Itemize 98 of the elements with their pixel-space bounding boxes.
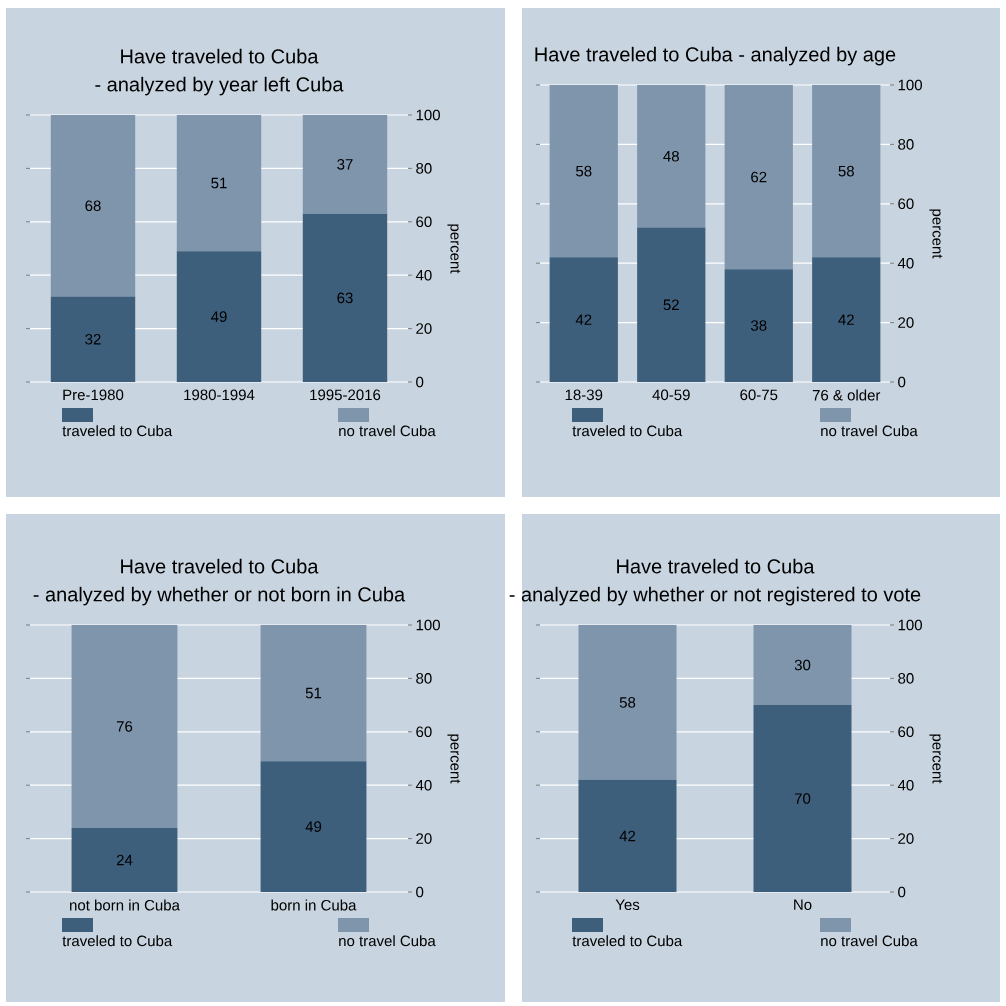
data-label: 68 <box>85 200 101 212</box>
x-tick-label: not born in Cuba <box>70 899 180 911</box>
legend-label: no travel Cuba <box>821 935 918 947</box>
y-tick-label: 100 <box>416 109 440 121</box>
bar <box>724 84 793 270</box>
data-label: 51 <box>305 687 322 699</box>
data-label: 32 <box>85 333 101 345</box>
data-label: 52 <box>663 299 679 311</box>
x-tick-label: 60-75 <box>740 389 778 401</box>
data-label: 42 <box>575 314 592 325</box>
y-axis-title: percent <box>447 734 461 784</box>
bar <box>753 705 852 892</box>
y-tick-label: 40 <box>897 779 914 791</box>
y-tick-label: 0 <box>898 886 906 898</box>
y-tick-label: 60 <box>898 198 914 210</box>
chart-subtitle: - analyzed by year left Cuba <box>95 76 344 96</box>
bar <box>637 84 706 228</box>
y-axis-title: percent <box>929 734 943 784</box>
y-tick-label: 100 <box>898 619 922 631</box>
x-tick-label: Yes <box>615 899 640 910</box>
data-label: 58 <box>838 165 854 177</box>
chart-title: Have traveled to Cuba - analyzed by age <box>535 46 896 66</box>
y-tick-label: 80 <box>416 163 432 174</box>
bar <box>50 114 136 297</box>
bar <box>578 625 677 780</box>
x-tick-label: 18-39 <box>565 389 603 401</box>
y-tick-label: 0 <box>898 376 906 388</box>
data-label: 76 <box>116 721 133 732</box>
y-tick-label: 40 <box>415 269 432 281</box>
y-tick-label: 20 <box>416 833 432 844</box>
data-label: 58 <box>576 165 592 177</box>
data-label: 49 <box>305 821 322 832</box>
data-label: 30 <box>794 659 811 671</box>
data-label: 58 <box>619 697 636 708</box>
bar <box>302 213 388 382</box>
bar <box>812 257 881 382</box>
legend-label: no travel Cuba <box>339 425 436 437</box>
legend-label: no travel Cuba <box>821 425 918 437</box>
bar <box>578 779 677 892</box>
data-label: 24 <box>116 854 133 866</box>
x-tick-label: 1980-1994 <box>184 389 255 401</box>
y-axis-title: percent <box>447 224 461 274</box>
x-tick-label: 1995-2016 <box>310 389 381 401</box>
bar <box>71 625 178 828</box>
data-label: 37 <box>337 159 353 170</box>
chart-subtitle: - analyzed by whether or not registered to vote <box>509 586 921 606</box>
y-tick-label: 60 <box>416 216 432 228</box>
data-label: 63 <box>337 292 353 304</box>
chart-subtitle: - analyzed by whether or not born in Cuba <box>33 586 406 606</box>
legend-label: no travel Cuba <box>339 935 436 947</box>
y-tick-label: 80 <box>898 673 914 684</box>
y-tick-label: 60 <box>416 726 432 738</box>
bar <box>812 84 881 258</box>
data-label: 48 <box>663 150 679 162</box>
y-tick-label: 20 <box>898 833 914 844</box>
x-tick-label: 40-59 <box>652 389 690 401</box>
bar <box>549 84 618 258</box>
data-label: 70 <box>794 793 811 804</box>
bar <box>302 114 388 214</box>
data-label: 42 <box>838 314 854 325</box>
y-tick-label: 80 <box>898 139 914 150</box>
y-tick-label: 20 <box>416 323 432 334</box>
chart-title: Have traveled to Cuba <box>121 558 319 574</box>
legend-label: traveled to Cuba <box>62 935 173 947</box>
y-tick-label: 40 <box>415 779 432 791</box>
x-tick-label: Pre-1980 <box>63 389 124 401</box>
y-tick-label: 0 <box>416 376 424 388</box>
chart-title: Have traveled to Cuba <box>617 558 815 574</box>
legend-label: traveled to Cuba <box>572 935 683 947</box>
chart-title: Have traveled to Cuba <box>121 48 319 64</box>
x-tick-label: 76 & older <box>812 389 881 401</box>
y-tick-label: 100 <box>898 79 922 91</box>
bar <box>753 625 852 706</box>
y-tick-label: 60 <box>898 726 914 738</box>
bar <box>176 114 262 252</box>
y-tick-label: 40 <box>897 257 914 269</box>
bar <box>724 269 793 382</box>
bar <box>176 251 262 382</box>
y-tick-label: 0 <box>416 886 424 898</box>
x-tick-label: born in Cuba <box>271 899 357 911</box>
data-label: 42 <box>619 830 636 842</box>
bar <box>50 296 136 382</box>
bar <box>71 827 178 892</box>
y-axis-title: percent <box>929 209 943 259</box>
bar <box>260 761 367 892</box>
data-label: 38 <box>750 320 767 331</box>
bar <box>260 625 367 762</box>
y-tick-label: 20 <box>898 317 914 328</box>
data-label: 49 <box>211 311 227 322</box>
bar <box>637 227 706 382</box>
y-tick-label: 100 <box>416 619 440 631</box>
data-label: 51 <box>211 177 227 189</box>
data-label: 62 <box>751 171 767 183</box>
bar <box>549 257 618 382</box>
y-tick-label: 80 <box>416 673 432 684</box>
legend-label: traveled to Cuba <box>62 425 173 437</box>
x-tick-label: No <box>794 899 812 910</box>
legend-label: traveled to Cuba <box>572 425 683 437</box>
